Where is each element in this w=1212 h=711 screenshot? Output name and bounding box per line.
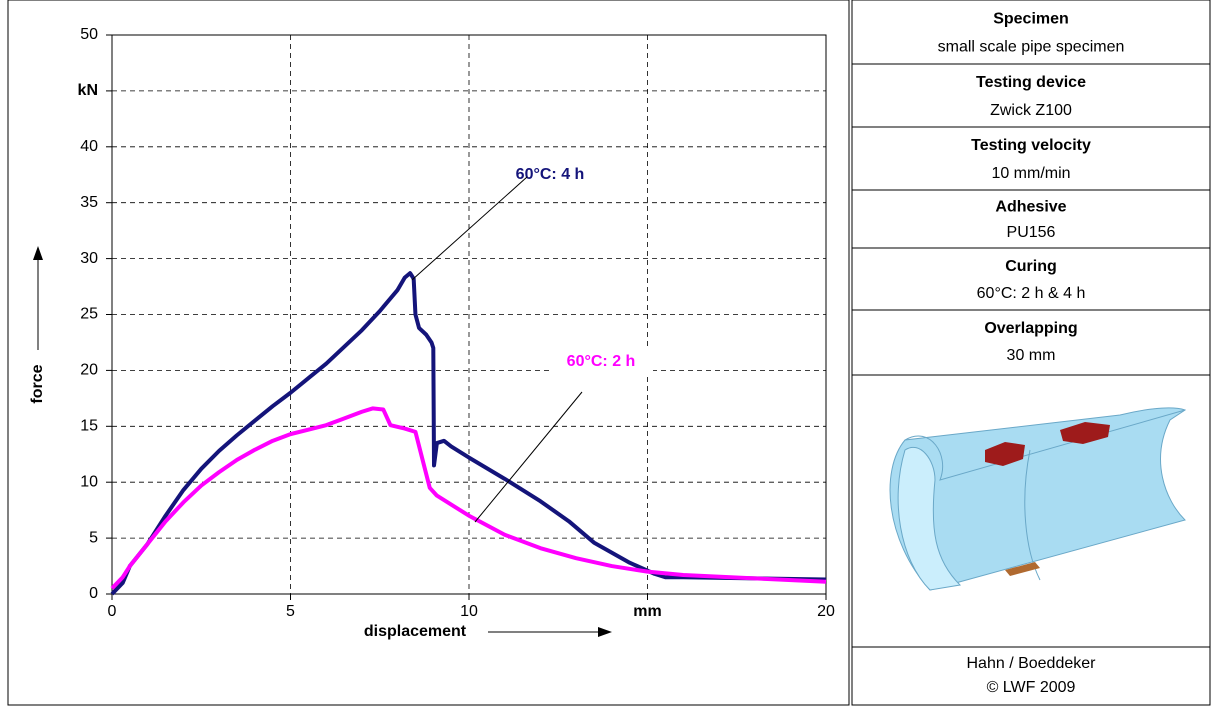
panel-heading: Overlapping	[984, 320, 1077, 337]
x-tick-label: 0	[108, 603, 117, 620]
x-arrow-head	[598, 627, 612, 637]
y-tick-label: 40	[80, 138, 98, 155]
panel-value: 10 mm/min	[991, 165, 1070, 182]
annotation-bg	[498, 162, 602, 188]
panel-value: 60°C: 2 h & 4 h	[977, 285, 1086, 302]
specimen-image	[889, 407, 1187, 591]
y-tick-label: 10	[80, 473, 98, 490]
panel-heading: Curing	[1005, 258, 1057, 275]
x-tick-label: mm	[633, 603, 661, 620]
leader-line	[474, 391, 583, 523]
y-tick-label: kN	[78, 82, 98, 99]
y-arrow-head	[33, 246, 43, 260]
panel-heading: Testing velocity	[971, 137, 1091, 154]
x-tick-label: 10	[460, 603, 478, 620]
x-tick-label: 20	[817, 603, 835, 620]
y-axis-title: force	[29, 364, 46, 403]
panel-value: small scale pipe specimen	[938, 39, 1125, 56]
y-tick-label: 5	[89, 529, 98, 546]
y-tick-label: 25	[80, 306, 98, 323]
series-line	[110, 406, 827, 590]
y-tick-label: 15	[80, 418, 98, 435]
panel-footer: © LWF 2009	[987, 679, 1076, 696]
panel-value: Zwick Z100	[990, 102, 1072, 119]
annotation: 60°C: 4 h	[516, 166, 585, 183]
panel-heading: Testing device	[976, 74, 1086, 91]
x-axis-title: displacement	[364, 623, 467, 640]
plot-border	[111, 34, 827, 595]
panel-frame	[851, 0, 1211, 706]
chart-frame	[7, 0, 850, 706]
y-tick-label: 0	[89, 585, 98, 602]
panel-value: PU156	[1007, 224, 1056, 241]
panel-value: 30 mm	[1007, 347, 1056, 364]
y-tick-label: 30	[80, 250, 98, 267]
y-tick-label: 35	[80, 194, 98, 211]
panel-heading: Adhesive	[995, 199, 1066, 216]
y-tick-label: 20	[80, 362, 98, 379]
panel-footer: Hahn / Boeddeker	[967, 655, 1097, 672]
x-tick-label: 5	[286, 603, 295, 620]
panel-heading: Specimen	[993, 10, 1069, 27]
y-tick-label: 50	[80, 26, 98, 43]
annotation-bg	[549, 349, 653, 375]
leader-line	[411, 176, 528, 281]
annotation: 60°C: 2 h	[567, 353, 636, 370]
